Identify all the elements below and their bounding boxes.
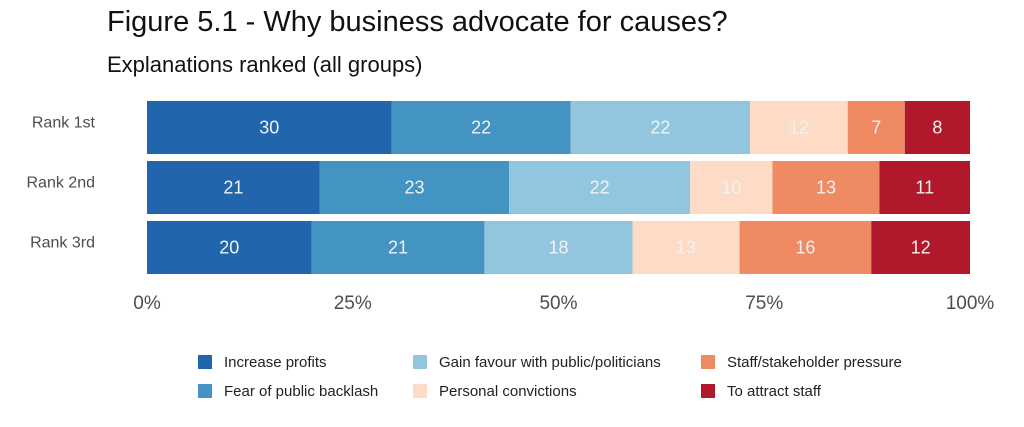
legend-label: Gain favour with public/politicians — [439, 354, 661, 371]
data-label: 11 — [915, 177, 934, 197]
bar-segment — [570, 101, 750, 154]
legend-swatch — [701, 355, 715, 369]
bar-segment — [147, 101, 392, 154]
data-label: 16 — [795, 237, 815, 257]
data-label: 30 — [259, 117, 279, 137]
legend-swatch — [198, 355, 212, 369]
data-label: 13 — [816, 177, 836, 197]
legend-swatch — [413, 384, 427, 398]
legend-label: Increase profits — [224, 354, 327, 371]
bar-segment — [847, 101, 905, 154]
data-label: 13 — [676, 237, 696, 257]
bar-segment — [147, 161, 320, 214]
data-label: 22 — [471, 117, 491, 137]
x-tick-label: 100% — [946, 293, 995, 314]
data-label: 22 — [590, 177, 610, 197]
data-label: 21 — [223, 177, 243, 197]
data-label: 12 — [911, 237, 931, 257]
x-tick-label: 25% — [334, 293, 372, 314]
data-label: 18 — [548, 237, 568, 257]
x-tick-label: 50% — [539, 293, 577, 314]
chart-subtitle: Explanations ranked (all groups) — [107, 52, 423, 77]
data-label: 20 — [219, 237, 239, 257]
data-label: 23 — [404, 177, 424, 197]
legend-swatch — [413, 355, 427, 369]
bar-segment — [904, 101, 970, 154]
bar-segment — [509, 161, 691, 214]
legend-item: Staff/stakeholder pressure — [701, 354, 902, 371]
data-label: 10 — [721, 177, 741, 197]
category-label: Rank 1st — [32, 115, 96, 132]
legend-label: To attract staff — [727, 383, 821, 400]
legend-item: Personal convictions — [413, 383, 577, 400]
bar-segment — [690, 161, 773, 214]
bar-segment — [147, 221, 312, 274]
bar-segment — [632, 221, 740, 274]
bar-segment — [311, 221, 485, 274]
legend-item: Gain favour with public/politicians — [413, 354, 661, 371]
legend-item: To attract staff — [701, 383, 821, 400]
legend-item: Increase profits — [198, 354, 327, 371]
bar-segment — [319, 161, 510, 214]
bar-segment — [871, 221, 970, 274]
legend-swatch — [701, 384, 715, 398]
data-label: 22 — [650, 117, 670, 137]
category-label: Rank 3rd — [30, 235, 95, 252]
bar-segment — [391, 101, 571, 154]
x-tick-label: 75% — [745, 293, 783, 314]
legend-item: Fear of public backlash — [198, 383, 378, 400]
legend-swatch — [198, 384, 212, 398]
data-label: 21 — [388, 237, 408, 257]
bar-segment — [772, 161, 880, 214]
category-label: Rank 2nd — [27, 175, 96, 192]
bar-segment — [484, 221, 633, 274]
chart-title: Figure 5.1 - Why business advocate for c… — [107, 6, 728, 38]
x-tick-label: 0% — [133, 293, 161, 314]
bar-segment — [749, 101, 848, 154]
legend-label: Fear of public backlash — [224, 383, 379, 400]
data-label: 8 — [932, 117, 942, 137]
data-label: 7 — [871, 117, 881, 137]
bar-segment — [879, 161, 970, 214]
legend-label: Personal convictions — [439, 383, 577, 400]
data-label: 12 — [789, 117, 809, 137]
bar-segment — [739, 221, 872, 274]
legend-label: Staff/stakeholder pressure — [727, 354, 902, 371]
